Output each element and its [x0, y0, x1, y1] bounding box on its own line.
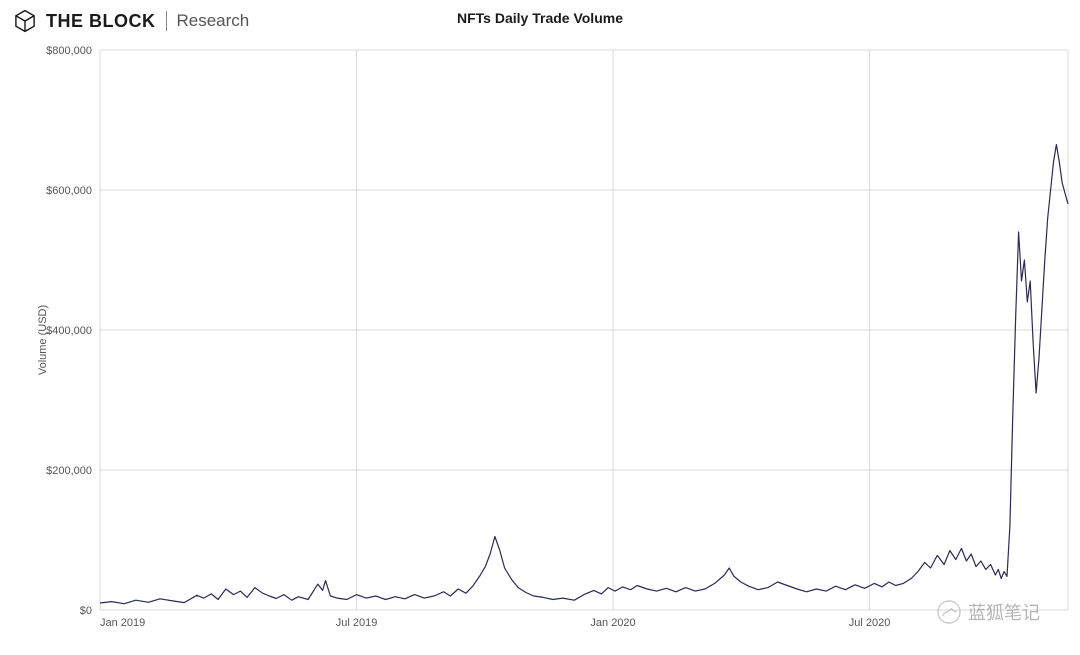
y-tick-label: $200,000 [46, 465, 92, 477]
x-tick-label: Jul 2019 [336, 617, 378, 629]
brand-sub: Research [177, 11, 250, 31]
volume-series-line [100, 145, 1068, 604]
brand-header: THE BLOCK Research [12, 8, 249, 34]
brand-divider [166, 11, 167, 31]
y-tick-label: $800,000 [46, 45, 92, 57]
x-tick-label: Jan 2019 [100, 617, 145, 629]
y-tick-label: $600,000 [46, 185, 92, 197]
x-tick-label: Jul 2020 [849, 617, 891, 629]
chart-title: NFTs Daily Trade Volume [457, 10, 623, 26]
y-tick-label: $0 [80, 605, 92, 617]
x-tick-label: Jan 2020 [590, 617, 635, 629]
brand-name: THE BLOCK [46, 11, 156, 32]
block-logo-icon [12, 8, 38, 34]
y-tick-label: $400,000 [46, 325, 92, 337]
y-axis-label: Volume (USD) [37, 305, 49, 375]
line-chart: $0 $200,000 $400,000 $600,000 $800,000 Jan 20… [0, 40, 1080, 640]
chart-container: Volume (USD) $0$200,000$400,000$600,000$… [0, 40, 1080, 640]
